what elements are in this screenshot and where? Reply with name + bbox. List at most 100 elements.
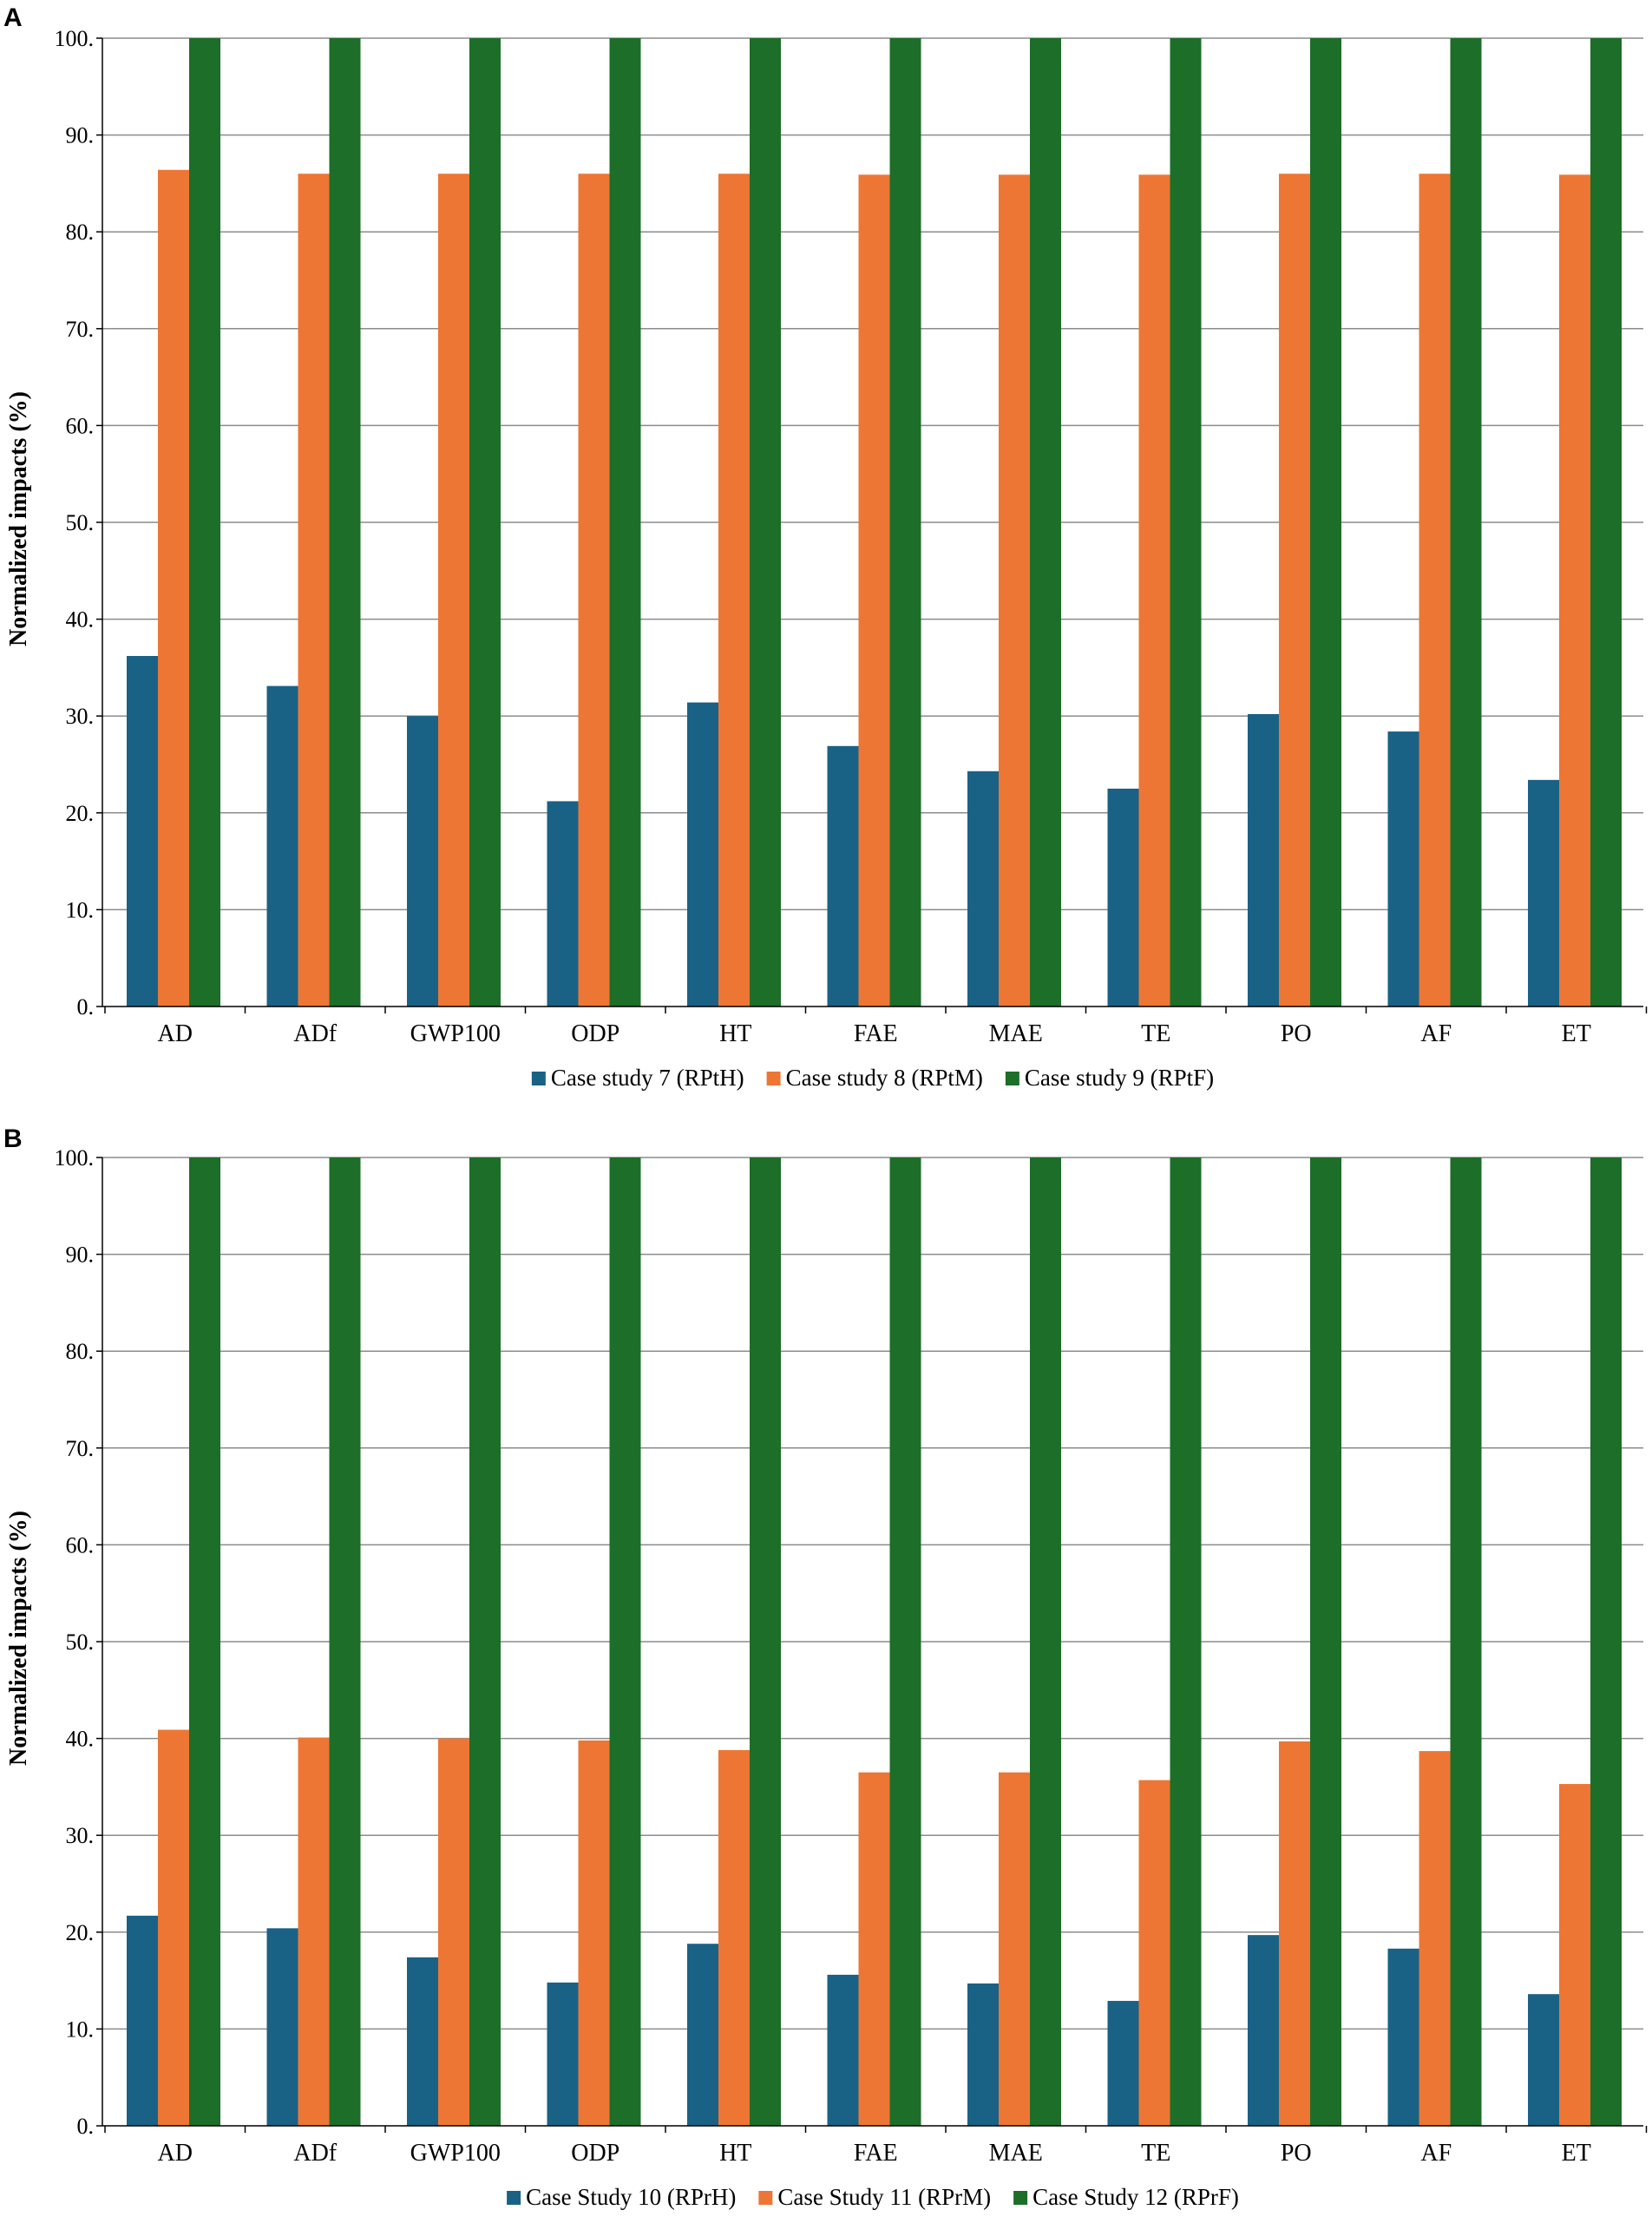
panel-b-bar-gwp100-series-3 [469, 1157, 501, 2126]
panel-a-y-tick-label: 50. [66, 510, 95, 535]
panel-a-bar-fae-series-3 [889, 38, 921, 1007]
panel-a-y-tick-label: 80. [66, 220, 95, 245]
panel-b-bar-mae-series-2 [999, 1772, 1030, 2126]
panel-a-bar-po-series-3 [1310, 38, 1341, 1007]
panel-a-bar-mae-series-1 [967, 771, 999, 1007]
panel-a-x-tick-label-ad: AD [158, 1020, 193, 1047]
panel-b-x-tick-label-af: AF [1420, 2140, 1452, 2167]
panel-a-x-tick-label-ht: HT [719, 1020, 751, 1047]
panel-b-bar-ht-series-1 [687, 1944, 718, 2126]
panel-a-bar-ht-series-3 [750, 38, 781, 1007]
panel-b-x-tick-label-et: ET [1562, 2140, 1591, 2167]
panel-a-legend: Case study 7 (RPtH) Case study 8 (RPtM) Ca… [531, 1065, 1214, 1091]
panel-a-bar-ht-series-2 [718, 174, 750, 1007]
panel-a-bar-et-series-3 [1590, 38, 1622, 1007]
panel-a-bar-adf-series-3 [329, 38, 361, 1007]
panel-a-y-tick-label: 30. [66, 704, 95, 729]
panel-a-bar-adf-series-2 [298, 174, 330, 1007]
panel-b-legend: Case Study 10 (RPrH) Case Study 11 (RPrM)… [507, 2184, 1239, 2210]
panel-a-y-tick-label: 0. [77, 994, 95, 1020]
panel-a-y-tick-label: 90. [66, 123, 95, 148]
panel-b-bar-po-series-2 [1279, 1741, 1310, 2126]
panel-b-x-tick-label-ad: AD [158, 2140, 193, 2167]
panel-a-bar-mae-series-2 [999, 174, 1030, 1007]
panel-a-bar-ad-series-2 [158, 169, 189, 1007]
panel-a-x-tick-label-te: TE [1141, 1020, 1170, 1047]
panel-b-bar-af-series-1 [1387, 1948, 1419, 2126]
panel-b-bar-fae-series-1 [827, 1974, 859, 2126]
panel-a-y-tick-label: 60. [66, 413, 95, 438]
panel-b-bar-adf-series-2 [298, 1737, 330, 2126]
panel-b-bar-ad-series-1 [127, 1915, 158, 2126]
panel-a-bar-ht-series-1 [687, 702, 718, 1007]
panel-b-y-tick-label: 70. [66, 1436, 95, 1461]
panel-b-bar-et-series-1 [1528, 1994, 1559, 2126]
panel-a-bar-odp-series-3 [609, 38, 641, 1007]
panel-b-bar-af-series-3 [1450, 1157, 1482, 2126]
panel-a-bar-te-series-2 [1138, 174, 1170, 1007]
panel-a-x-tick-label-gwp100: GWP100 [410, 1020, 501, 1047]
panel-b-y-tick-label: 20. [66, 1920, 95, 1945]
panel-b-legend-swatch-3 [1013, 2191, 1028, 2205]
panel-b-bar-et-series-2 [1559, 1784, 1590, 2126]
panel-a-x-tick-label-af: AF [1420, 1020, 1452, 1047]
panel-b-bar-te-series-3 [1170, 1157, 1202, 2126]
panel-b-bar-po-series-3 [1310, 1157, 1341, 2126]
panel-a-bar-mae-series-3 [1030, 38, 1061, 1007]
panel-a-y-tick-label: 20. [66, 801, 95, 826]
panel-b-y-tick-label: 10. [66, 2016, 95, 2042]
panel-a-y-tick-label: 100. [55, 26, 95, 51]
panel-b-bar-et-series-3 [1590, 1157, 1622, 2126]
panel-a-x-tick-label-mae: MAE [989, 1020, 1043, 1047]
panel-b-y-tick-label: 60. [66, 1532, 95, 1557]
panel-b-legend-label-1: Case Study 10 (RPrH) [526, 2184, 736, 2210]
panel-b-legend-swatch-2 [758, 2191, 773, 2205]
panel-a-legend-swatch-1 [531, 1072, 546, 1085]
panel-b-y-tick-label: 50. [66, 1630, 95, 1655]
panel-a: A Normalized impacts (%) 0. 10. 20. 30. 40. 5… [3, 3, 1648, 1091]
panel-b-y-tick-label: 30. [66, 1823, 95, 1848]
panel-b-y-tick-label: 90. [66, 1243, 95, 1268]
panel-a-bar-ad-series-1 [127, 656, 158, 1007]
panel-b-y-tick-label: 100. [55, 1145, 95, 1171]
panel-b-bar-ad-series-2 [158, 1729, 189, 2126]
panel-a-y-tick-label: 40. [66, 607, 95, 633]
panel-b-x-tick-label-po: PO [1281, 2140, 1312, 2167]
panel-a-bar-fae-series-1 [827, 745, 859, 1007]
panel-a-x-tick-label-odp: ODP [571, 1020, 620, 1047]
panel-a-y-axis-label: Normalized impacts (%) [5, 391, 32, 646]
panel-b-y-tick-label: 80. [66, 1339, 95, 1364]
panel-a-legend-label-2: Case study 8 (RPtM) [786, 1065, 983, 1091]
panel-a-x-tick-label-et: ET [1562, 1020, 1591, 1047]
panel-a-bar-te-series-3 [1170, 38, 1202, 1007]
panel-b-x-tick-label-gwp100: GWP100 [410, 2140, 501, 2167]
panel-b-y-axis-label: Normalized impacts (%) [5, 1511, 32, 1766]
panel-b-x-tick-label-te: TE [1141, 2140, 1170, 2167]
panel-b-y-tick-label: 0. [77, 2114, 95, 2139]
panel-a-legend-label-3: Case study 9 (RPtF) [1025, 1065, 1214, 1091]
panel-a-x-tick-label-adf: ADf [293, 1020, 337, 1047]
panel-a-bar-odp-series-2 [578, 174, 610, 1007]
panel-b-x-tick-label-odp: ODP [571, 2140, 620, 2167]
panel-b-bar-mae-series-1 [967, 1983, 999, 2126]
panel-b: B Normalized impacts (%) 0. 10. 20. 30. 40. 5… [3, 1125, 1648, 2210]
panel-b-x-tick-label-ht: HT [719, 2140, 751, 2167]
panel-b-bar-mae-series-3 [1030, 1157, 1061, 2126]
panel-b-bar-ht-series-2 [718, 1749, 750, 2126]
panel-a-bar-odp-series-1 [547, 801, 579, 1007]
panel-b-bar-odp-series-1 [547, 1982, 579, 2126]
panel-a-x-tick-label-fae: FAE [854, 1020, 898, 1047]
panel-a-bar-af-series-3 [1450, 38, 1482, 1007]
panel-b-y-tick-label: 40. [66, 1727, 95, 1752]
panel-a-bar-et-series-1 [1528, 779, 1559, 1007]
panel-b-bar-odp-series-2 [578, 1740, 610, 2126]
panel-a-legend-swatch-3 [1005, 1072, 1019, 1085]
panel-b-bar-po-series-1 [1248, 1935, 1279, 2126]
panel-b-bar-fae-series-3 [889, 1157, 921, 2126]
panel-b-letter: B [3, 1125, 23, 1153]
panel-b-x-tick-label-adf: ADf [293, 2140, 337, 2167]
panel-a-legend-label-1: Case study 7 (RPtH) [551, 1065, 744, 1091]
panel-b-bar-odp-series-3 [609, 1157, 641, 2126]
panel-a-x-tick-label-po: PO [1281, 1020, 1312, 1047]
